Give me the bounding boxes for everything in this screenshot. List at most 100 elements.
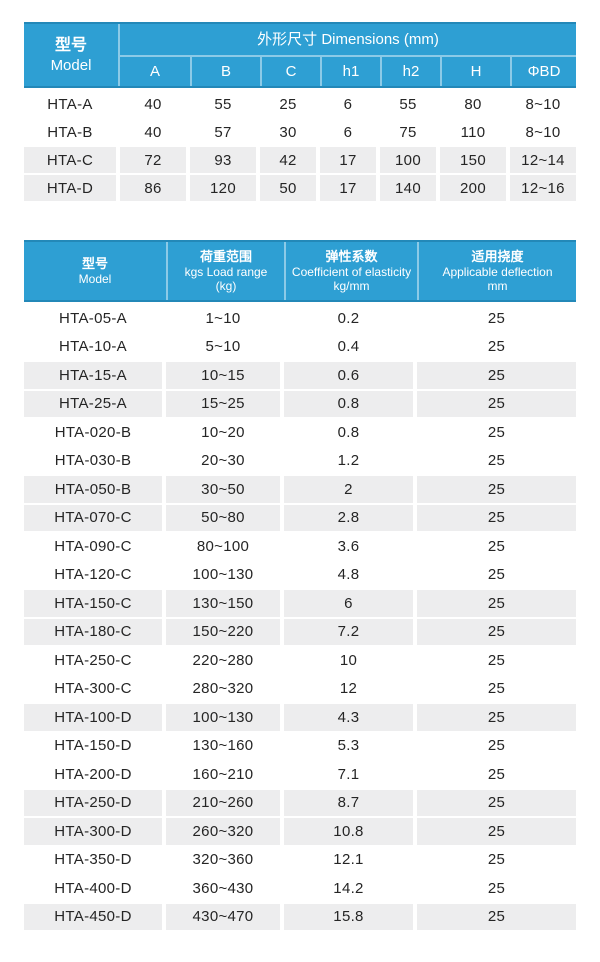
model-cell: HTA-250-C — [24, 647, 166, 676]
value-cell: 360~430 — [166, 875, 284, 904]
value-cell: 10~20 — [166, 419, 284, 448]
value-cell: 8~10 — [510, 91, 576, 119]
value-cell: 40 — [120, 119, 190, 147]
model-cell: HTA-15-A — [24, 362, 166, 391]
load-header-en: kgs Load range — [184, 265, 268, 279]
value-cell: 20~30 — [166, 447, 284, 476]
table-row: HTA-050-B 30~50 2 25 — [24, 476, 576, 505]
value-cell: 100~130 — [166, 561, 284, 590]
model-cell: HTA-05-A — [24, 305, 166, 334]
value-cell: 15~25 — [166, 390, 284, 419]
value-cell: 150 — [440, 147, 510, 175]
value-cell: 430~470 — [166, 903, 284, 932]
table-row: HTA-C 72 93 42 17 100 150 12~14 — [24, 147, 576, 175]
model-cell: HTA-D — [24, 175, 120, 203]
value-cell: 130~160 — [166, 732, 284, 761]
deflection-header-zh: 适用挠度 — [471, 249, 524, 264]
value-cell: 25 — [417, 875, 576, 904]
value-cell: 2 — [284, 476, 417, 505]
value-cell: 6 — [284, 590, 417, 619]
model-cell: HTA-450-D — [24, 903, 166, 932]
value-cell: 120 — [190, 175, 260, 203]
value-cell: 15.8 — [284, 903, 417, 932]
value-cell: 80 — [440, 91, 510, 119]
column-header-H: H — [440, 57, 510, 86]
model-cell: HTA-300-D — [24, 818, 166, 847]
table-row: HTA-300-D 260~320 10.8 25 — [24, 818, 576, 847]
value-cell: 72 — [120, 147, 190, 175]
table-row: HTA-300-C 280~320 12 25 — [24, 675, 576, 704]
column-header-B: B — [190, 57, 260, 86]
model-header-en: Model — [50, 56, 92, 74]
value-cell: 25 — [417, 476, 576, 505]
value-cell: 25 — [417, 903, 576, 932]
coefficient-header-zh: 弹性系数 — [325, 249, 378, 264]
value-cell: 100 — [380, 147, 440, 175]
column-header-h1: h1 — [320, 57, 380, 86]
value-cell: 4.3 — [284, 704, 417, 733]
value-cell: 30~50 — [166, 476, 284, 505]
value-cell: 12 — [284, 675, 417, 704]
table-row: HTA-B 40 57 30 6 75 110 8~10 — [24, 119, 576, 147]
value-cell: 25 — [417, 390, 576, 419]
model-cell: HTA-090-C — [24, 533, 166, 562]
model-header-zh: 型号 — [81, 256, 108, 271]
value-cell: 25 — [417, 732, 576, 761]
value-cell: 86 — [120, 175, 190, 203]
value-cell: 93 — [190, 147, 260, 175]
table-row: HTA-150-C 130~150 6 25 — [24, 590, 576, 619]
value-cell: 110 — [440, 119, 510, 147]
load-header-unit: (kg) — [215, 279, 237, 293]
table-row: HTA-15-A 10~15 0.6 25 — [24, 362, 576, 391]
table-row: HTA-05-A 1~10 0.2 25 — [24, 305, 576, 334]
table-row: HTA-120-C 100~130 4.8 25 — [24, 561, 576, 590]
value-cell: 55 — [380, 91, 440, 119]
load-header-zh: 荷重范围 — [199, 249, 252, 264]
value-cell: 25 — [417, 818, 576, 847]
value-cell: 25 — [417, 305, 576, 334]
dimensions-table-body: HTA-A 40 55 25 6 55 80 8~10 HTA-B 40 57 30 6 75 110 8~1… — [24, 91, 576, 203]
model-cell: HTA-350-D — [24, 846, 166, 875]
column-header-load-range: 荷重范围 kgs Load range (kg) — [166, 242, 284, 300]
value-cell: 0.8 — [284, 419, 417, 448]
table-row: HTA-180-C 150~220 7.2 25 — [24, 618, 576, 647]
load-table-body: HTA-05-A 1~10 0.2 25 HTA-10-A 5~10 0.4 25 HTA-15… — [24, 305, 576, 932]
value-cell: 140 — [380, 175, 440, 203]
value-cell: 25 — [417, 846, 576, 875]
value-cell: 25 — [417, 647, 576, 676]
table-row: HTA-090-C 80~100 3.6 25 — [24, 533, 576, 562]
value-cell: 12~14 — [510, 147, 576, 175]
value-cell: 6 — [320, 119, 380, 147]
value-cell: 50 — [260, 175, 320, 203]
value-cell: 75 — [380, 119, 440, 147]
column-header-C: C — [260, 57, 320, 86]
model-cell: HTA-A — [24, 91, 120, 119]
value-cell: 25 — [417, 504, 576, 533]
value-cell: 8~10 — [510, 119, 576, 147]
model-cell: HTA-070-C — [24, 504, 166, 533]
value-cell: 280~320 — [166, 675, 284, 704]
value-cell: 55 — [190, 91, 260, 119]
value-cell: 25 — [417, 419, 576, 448]
value-cell: 10~15 — [166, 362, 284, 391]
value-cell: 8.7 — [284, 789, 417, 818]
column-header-ΦBD: ΦBD — [510, 57, 576, 86]
model-cell: HTA-150-C — [24, 590, 166, 619]
value-cell: 25 — [417, 590, 576, 619]
load-table: 型号 Model 荷重范围 kgs Load range (kg) 弹性系数 C… — [24, 240, 576, 932]
value-cell: 17 — [320, 175, 380, 203]
model-header-en: Model — [78, 272, 112, 286]
table-row: HTA-150-D 130~160 5.3 25 — [24, 732, 576, 761]
value-cell: 150~220 — [166, 618, 284, 647]
value-cell: 7.2 — [284, 618, 417, 647]
value-cell: 50~80 — [166, 504, 284, 533]
column-header-A: A — [149, 63, 160, 80]
value-cell: 0.8 — [284, 390, 417, 419]
value-cell: 10.8 — [284, 818, 417, 847]
value-cell: 7.1 — [284, 761, 417, 790]
value-cell: 3.6 — [284, 533, 417, 562]
